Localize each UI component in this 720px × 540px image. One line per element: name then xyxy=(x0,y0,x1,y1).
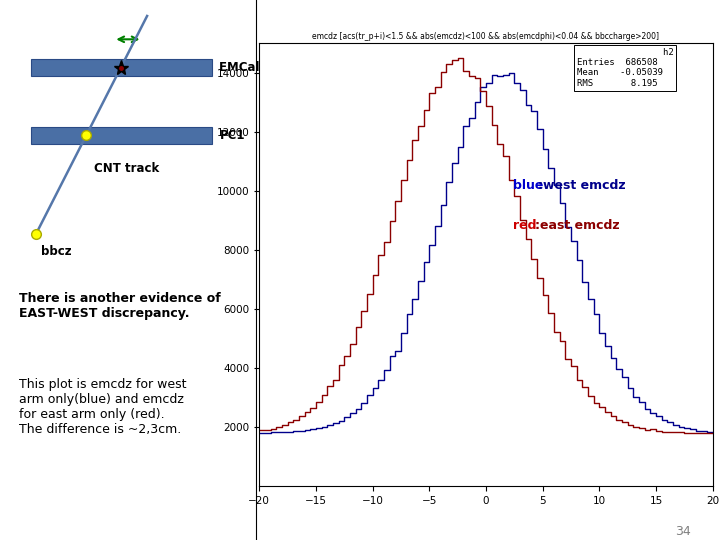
Bar xyxy=(32,59,212,76)
Text: red: red xyxy=(513,219,536,232)
Text: :east emcdz: :east emcdz xyxy=(535,219,620,232)
Text: 34: 34 xyxy=(675,524,691,538)
Text: blue: blue xyxy=(513,179,544,192)
Text: CNT track: CNT track xyxy=(94,163,159,176)
Text: There is another evidence of
EAST-WEST discrepancy.: There is another evidence of EAST-WEST d… xyxy=(19,292,221,320)
Text: bbcz: bbcz xyxy=(41,245,71,258)
Text: This plot is emcdz for west
arm only(blue) and emcdz
for east arm only (red).
Th: This plot is emcdz for west arm only(blu… xyxy=(19,378,186,436)
Text: :west emcdz: :west emcdz xyxy=(538,179,626,192)
Text: h2
Entries  686508
Mean    -0.05039
RMS       8.195: h2 Entries 686508 Mean -0.05039 RMS 8.19… xyxy=(577,48,673,88)
Title: emcdz [acs(tr_p+i)<1.5 && abs(emcdz)<100 && abs(emcdphi)<0.04 && bbccharge>200]: emcdz [acs(tr_p+i)<1.5 && abs(emcdz)<100… xyxy=(312,32,660,41)
Bar xyxy=(32,127,212,144)
Text: PC1: PC1 xyxy=(220,129,245,141)
Text: EMCal cluster: EMCal cluster xyxy=(220,62,310,75)
